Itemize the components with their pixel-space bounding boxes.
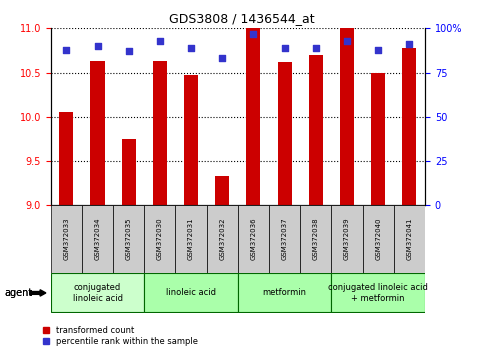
Text: conjugated linoleic acid
+ metformin: conjugated linoleic acid + metformin xyxy=(328,283,428,303)
Text: linoleic acid: linoleic acid xyxy=(166,289,216,297)
Point xyxy=(406,41,413,47)
Bar xyxy=(144,273,238,313)
Point xyxy=(94,43,101,49)
Bar xyxy=(215,176,229,205)
Text: GSM372037: GSM372037 xyxy=(282,218,288,260)
Bar xyxy=(238,205,269,273)
Legend: transformed count, percentile rank within the sample: transformed count, percentile rank withi… xyxy=(43,326,198,346)
Bar xyxy=(394,205,425,273)
Text: agent: agent xyxy=(5,288,33,298)
Bar xyxy=(246,28,260,205)
Bar xyxy=(82,205,113,273)
Bar xyxy=(371,73,385,205)
Point xyxy=(281,45,288,51)
Text: GSM372033: GSM372033 xyxy=(63,218,70,260)
Point xyxy=(312,45,320,51)
Bar xyxy=(153,61,167,205)
Bar xyxy=(184,75,198,205)
Point xyxy=(374,47,382,52)
Text: GDS3808 / 1436544_at: GDS3808 / 1436544_at xyxy=(169,12,314,25)
Bar xyxy=(113,205,144,273)
Point xyxy=(343,38,351,44)
Text: conjugated
linoleic acid: conjugated linoleic acid xyxy=(72,283,123,303)
Text: GSM372039: GSM372039 xyxy=(344,218,350,260)
Bar xyxy=(340,28,354,205)
Bar xyxy=(122,139,136,205)
Text: GSM372041: GSM372041 xyxy=(406,218,412,260)
Text: GSM372034: GSM372034 xyxy=(95,218,100,260)
Bar xyxy=(51,205,82,273)
Text: GSM372040: GSM372040 xyxy=(375,218,381,260)
Bar xyxy=(269,205,300,273)
Bar xyxy=(59,112,73,205)
Bar xyxy=(238,273,331,313)
Point xyxy=(250,31,257,36)
Text: GSM372035: GSM372035 xyxy=(126,218,132,260)
Bar xyxy=(175,205,207,273)
Bar xyxy=(402,48,416,205)
Point xyxy=(62,47,70,52)
Bar xyxy=(278,62,292,205)
Point xyxy=(125,48,132,54)
Bar xyxy=(300,205,331,273)
Bar xyxy=(144,205,175,273)
Bar xyxy=(331,205,363,273)
Text: GSM372031: GSM372031 xyxy=(188,218,194,260)
Text: GSM372036: GSM372036 xyxy=(251,218,256,260)
Point xyxy=(218,56,226,61)
Bar xyxy=(90,61,104,205)
Text: metformin: metformin xyxy=(263,289,307,297)
Text: GSM372032: GSM372032 xyxy=(219,218,225,260)
Bar xyxy=(309,55,323,205)
Bar xyxy=(207,205,238,273)
Bar xyxy=(331,273,425,313)
Text: agent: agent xyxy=(5,288,33,298)
Point xyxy=(156,38,164,44)
Text: GSM372030: GSM372030 xyxy=(157,218,163,260)
Bar xyxy=(51,273,144,313)
Bar xyxy=(363,205,394,273)
Text: GSM372038: GSM372038 xyxy=(313,218,319,260)
Point xyxy=(187,45,195,51)
